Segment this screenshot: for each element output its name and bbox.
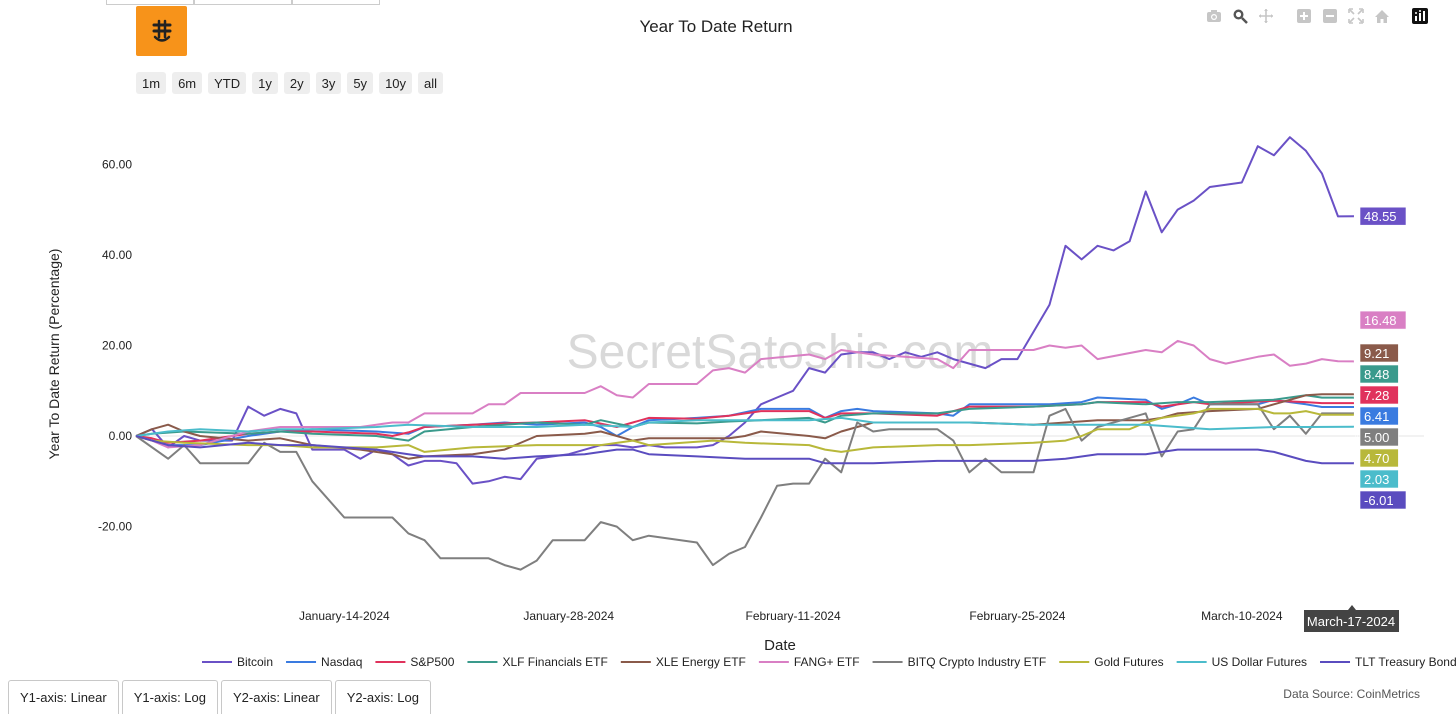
range-button-6m[interactable]: 6m [172,72,203,94]
legend-item-us-dollar-futures[interactable]: US Dollar Futures [1176,655,1307,669]
legend-item-xle-energy-etf[interactable]: XLE Energy ETF [620,655,746,669]
x-hover-label-text: March-17-2024 [1307,614,1395,629]
series-line-us-dollar-futures [135,416,1355,437]
legend-label: XLE Energy ETF [656,655,746,669]
legend-item-bitcoin[interactable]: Bitcoin [202,655,273,669]
legend: Bitcoin Nasdaq S&P500 XLF Financials ETF XLE… [202,655,1456,669]
x-hover-label: March-17-2024 [1304,605,1399,632]
y-tick-label: 40.00 [102,248,132,262]
ytd-return-chart: Year To Date Return SecretSatoshis.com 6… [46,17,1456,669]
end-label-us-dollar-futures: 2.03 [1353,426,1399,489]
legend-item-bitq-crypto-industry-etf[interactable]: BITQ Crypto Industry ETF [872,655,1047,669]
top-tab-stub [292,0,380,5]
chart-title: Year To Date Return [639,17,792,36]
data-source: Data Source: CoinMetrics [1283,687,1420,701]
legend-item-nasdaq[interactable]: Nasdaq [286,655,362,669]
zoom-in-icon[interactable] [1296,8,1312,24]
end-label-fang-etf: 16.48 [1353,310,1407,362]
axis-tab-3[interactable]: Y2-axis: Linear [220,680,332,714]
range-button-all[interactable]: all [418,72,444,94]
end-label-s-p500: 7.28 [1353,385,1399,405]
range-button-1m[interactable]: 1m [136,72,167,94]
series-line-xlf-financials-etf [135,394,1354,442]
x-tick-label: March-10-2024 [1201,609,1283,623]
series-line-bitcoin [135,136,1355,485]
zoom-out-icon[interactable] [1322,8,1338,24]
watermark: SecretSatoshis.com [567,326,994,379]
end-label-nasdaq: 6.41 [1353,406,1399,426]
legend-label: BITQ Crypto Industry ETF [908,655,1047,669]
end-label-text: 16.48 [1364,313,1397,328]
y-tick-label: 0.00 [109,429,133,443]
y-tick-label: 20.00 [102,338,132,352]
x-tick-label: February-11-2024 [745,609,840,623]
end-label-xlf-financials-etf: 8.48 [1353,364,1399,398]
axis-type-tabs: Y1-axis: Linear Y1-axis: Log Y2-axis: Line… [8,680,431,714]
plot-modebar [1206,8,1428,24]
home-icon[interactable] [1374,8,1390,24]
legend-label: Nasdaq [321,655,362,669]
legend-label: S&P500 [410,655,454,669]
top-tab-stub [106,0,194,5]
axis-tab-4[interactable]: Y2-axis: Log [334,680,431,714]
legend-item-fang-etf[interactable]: FANG+ ETF [758,655,860,669]
end-label-text: 48.55 [1364,209,1397,224]
plotly-logo-icon[interactable] [1412,8,1428,24]
range-button-1y[interactable]: 1y [252,72,278,94]
series-line-bitq-crypto-industry-etf [135,403,1354,571]
y-tick-label: 60.00 [102,157,132,171]
legend-label: Bitcoin [237,655,273,669]
end-label-xle-energy-etf: 9.21 [1353,343,1399,395]
camera-icon[interactable] [1206,8,1222,24]
top-tab-stub [194,0,292,5]
bitcoin-logo [136,6,187,56]
zoom-icon[interactable] [1232,8,1248,24]
x-tick-label: January-28-2024 [523,609,614,623]
legend-item-s-p500[interactable]: S&P500 [375,655,455,669]
range-button-ytd[interactable]: YTD [208,72,247,94]
legend-label: XLF Financials ETF [502,655,607,669]
y-axis-title: Year To Date Return (Percentage) [46,249,62,460]
range-selector: 1m 6m YTD 1y 2y 3y 5y 10y all [136,72,444,94]
end-label-text: 7.28 [1364,388,1389,403]
legend-label: FANG+ ETF [794,655,860,669]
end-label-bitcoin: 48.55 [1353,206,1407,226]
end-label-text: 2.03 [1364,472,1389,487]
x-axis-title: Date [764,637,796,654]
legend-label: TLT Treasury Bond ETF [1355,655,1456,669]
x-tick-label: February-25-2024 [969,609,1065,623]
legend-item-gold-futures[interactable]: Gold Futures [1059,655,1164,669]
end-label-tlt-treasury-bond-etf: -6.01 [1353,463,1407,510]
legend-item-tlt-treasury-bond-etf[interactable]: TLT Treasury Bond ETF [1320,655,1456,669]
range-button-5y[interactable]: 5y [347,72,374,94]
range-button-2y[interactable]: 2y [283,72,310,94]
end-label-text: -6.01 [1364,493,1394,508]
axis-tab-2[interactable]: Y1-axis: Log [121,680,218,714]
end-label-gold-futures: 4.70 [1353,414,1399,468]
bitcoin-logo-icon [152,19,171,42]
autoscale-icon[interactable] [1348,8,1364,24]
legend-label: Gold Futures [1094,655,1163,669]
range-button-3y[interactable]: 3y [315,72,342,94]
series-line-s-p500 [135,399,1354,444]
series-line-gold-futures [135,407,1354,453]
series-line-tlt-treasury-bond-etf [135,435,1355,465]
end-label-text: 6.41 [1364,409,1389,424]
pan-icon[interactable] [1258,8,1274,24]
range-button-10y[interactable]: 10y [379,72,413,94]
end-label-bitq-crypto-industry-etf: 5.00 [1353,413,1399,447]
series-line-nasdaq [135,396,1354,447]
end-label-text: 5.00 [1364,430,1389,445]
series-line-fang-etf [135,339,1355,449]
y-tick-label: -20.00 [98,520,132,534]
legend-label: US Dollar Futures [1212,655,1307,669]
x-tick-label: January-14-2024 [299,609,390,623]
end-label-text: 4.70 [1364,451,1389,466]
end-label-text: 9.21 [1364,346,1389,361]
axis-tab-1[interactable]: Y1-axis: Linear [8,680,119,714]
legend-item-xlf-financials-etf[interactable]: XLF Financials ETF [467,655,608,669]
end-label-text: 8.48 [1364,367,1389,382]
